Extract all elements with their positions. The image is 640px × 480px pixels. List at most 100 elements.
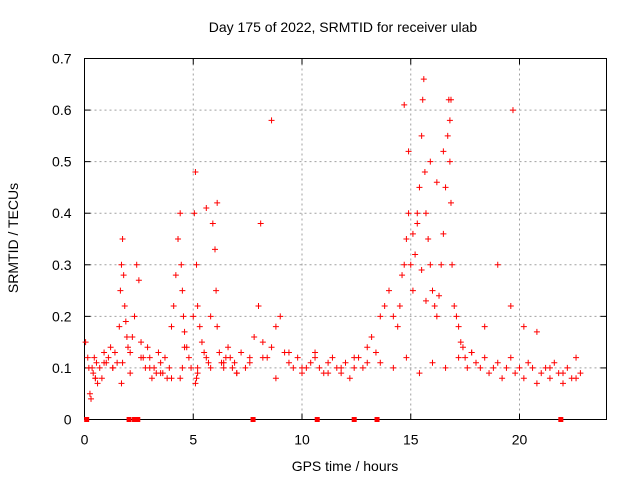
data-point (457, 339, 464, 346)
data-point (127, 370, 134, 377)
data-point (564, 364, 571, 371)
data-point (312, 349, 319, 356)
data-point (135, 277, 142, 284)
data-point (512, 370, 519, 377)
data-point (447, 96, 454, 103)
data-point (227, 354, 234, 361)
data-point (268, 344, 275, 351)
data-point (129, 333, 136, 340)
data-point (325, 359, 332, 366)
data-point (238, 349, 245, 356)
chart-title: Day 175 of 2022, SRMTID for receiver ula… (209, 19, 478, 35)
data-point (507, 303, 514, 310)
data-point (455, 323, 462, 330)
data-point (191, 210, 198, 217)
data-point (116, 323, 123, 330)
data-point (194, 303, 201, 310)
data-point (438, 261, 445, 268)
data-point (409, 230, 416, 237)
data-point (101, 349, 108, 356)
data-point (188, 364, 195, 371)
x-tick-label: 5 (189, 432, 197, 448)
data-point (118, 261, 125, 268)
data-point (507, 354, 514, 361)
y-tick-label: 0.4 (52, 205, 72, 221)
y-tick-label: 0.5 (52, 154, 72, 170)
data-point (216, 349, 223, 356)
data-point (166, 364, 173, 371)
data-point (473, 359, 479, 366)
data-point (180, 313, 187, 320)
data-point (396, 303, 403, 310)
data-point (179, 364, 186, 371)
data-point (155, 349, 162, 356)
data-point (172, 272, 179, 279)
data-point (192, 380, 199, 387)
data-point (446, 158, 453, 165)
data-point (529, 364, 536, 371)
data-point (177, 210, 184, 217)
data-point (109, 364, 116, 371)
x-tick-label: 15 (403, 432, 419, 448)
data-point (377, 359, 384, 366)
data-point (444, 132, 451, 139)
data-point (442, 184, 449, 191)
data-point (84, 354, 91, 361)
data-point (377, 313, 384, 320)
data-point (420, 76, 427, 83)
data-point (409, 287, 416, 294)
data-point (403, 354, 410, 361)
data-point (127, 349, 134, 356)
data-point (251, 333, 258, 340)
bottom-marker (558, 417, 564, 422)
data-point (416, 370, 423, 377)
data-point (214, 199, 221, 206)
bottom-marker (135, 417, 141, 422)
data-point (86, 390, 93, 397)
data-point (403, 236, 410, 242)
data-point (207, 313, 214, 320)
data-point (509, 107, 516, 114)
data-point (198, 339, 205, 346)
bottom-marker (374, 417, 380, 422)
data-point (533, 328, 540, 335)
data-point (429, 359, 436, 366)
bottom-marker (84, 417, 90, 422)
data-point (181, 328, 188, 335)
data-point (381, 303, 388, 310)
data-point (168, 375, 175, 382)
data-point (193, 375, 200, 382)
data-point (394, 323, 401, 330)
data-point (459, 344, 466, 351)
plot-frame (84, 58, 607, 420)
data-point (453, 313, 460, 320)
data-point (144, 344, 151, 351)
data-point (433, 313, 440, 320)
data-point (560, 380, 566, 387)
data-point (138, 339, 145, 346)
data-point (307, 359, 314, 366)
data-point (209, 220, 216, 227)
data-point (481, 323, 488, 330)
data-point (257, 220, 264, 227)
data-point (125, 344, 131, 351)
data-point (486, 370, 493, 377)
data-point (233, 370, 240, 377)
x-tick-label: 0 (81, 432, 89, 448)
data-point (442, 364, 449, 371)
data-point (120, 272, 127, 279)
data-point (494, 359, 501, 366)
data-point (390, 313, 397, 320)
data-point (225, 344, 232, 351)
data-point (93, 359, 100, 366)
data-point (342, 359, 349, 366)
data-point (481, 354, 488, 361)
data-point (229, 364, 236, 371)
data-point (272, 375, 279, 382)
y-tick-label: 0.2 (52, 308, 72, 324)
data-point (212, 246, 218, 253)
data-point (533, 380, 540, 387)
data-point (92, 375, 99, 382)
data-point (416, 184, 423, 191)
data-point (299, 364, 305, 371)
